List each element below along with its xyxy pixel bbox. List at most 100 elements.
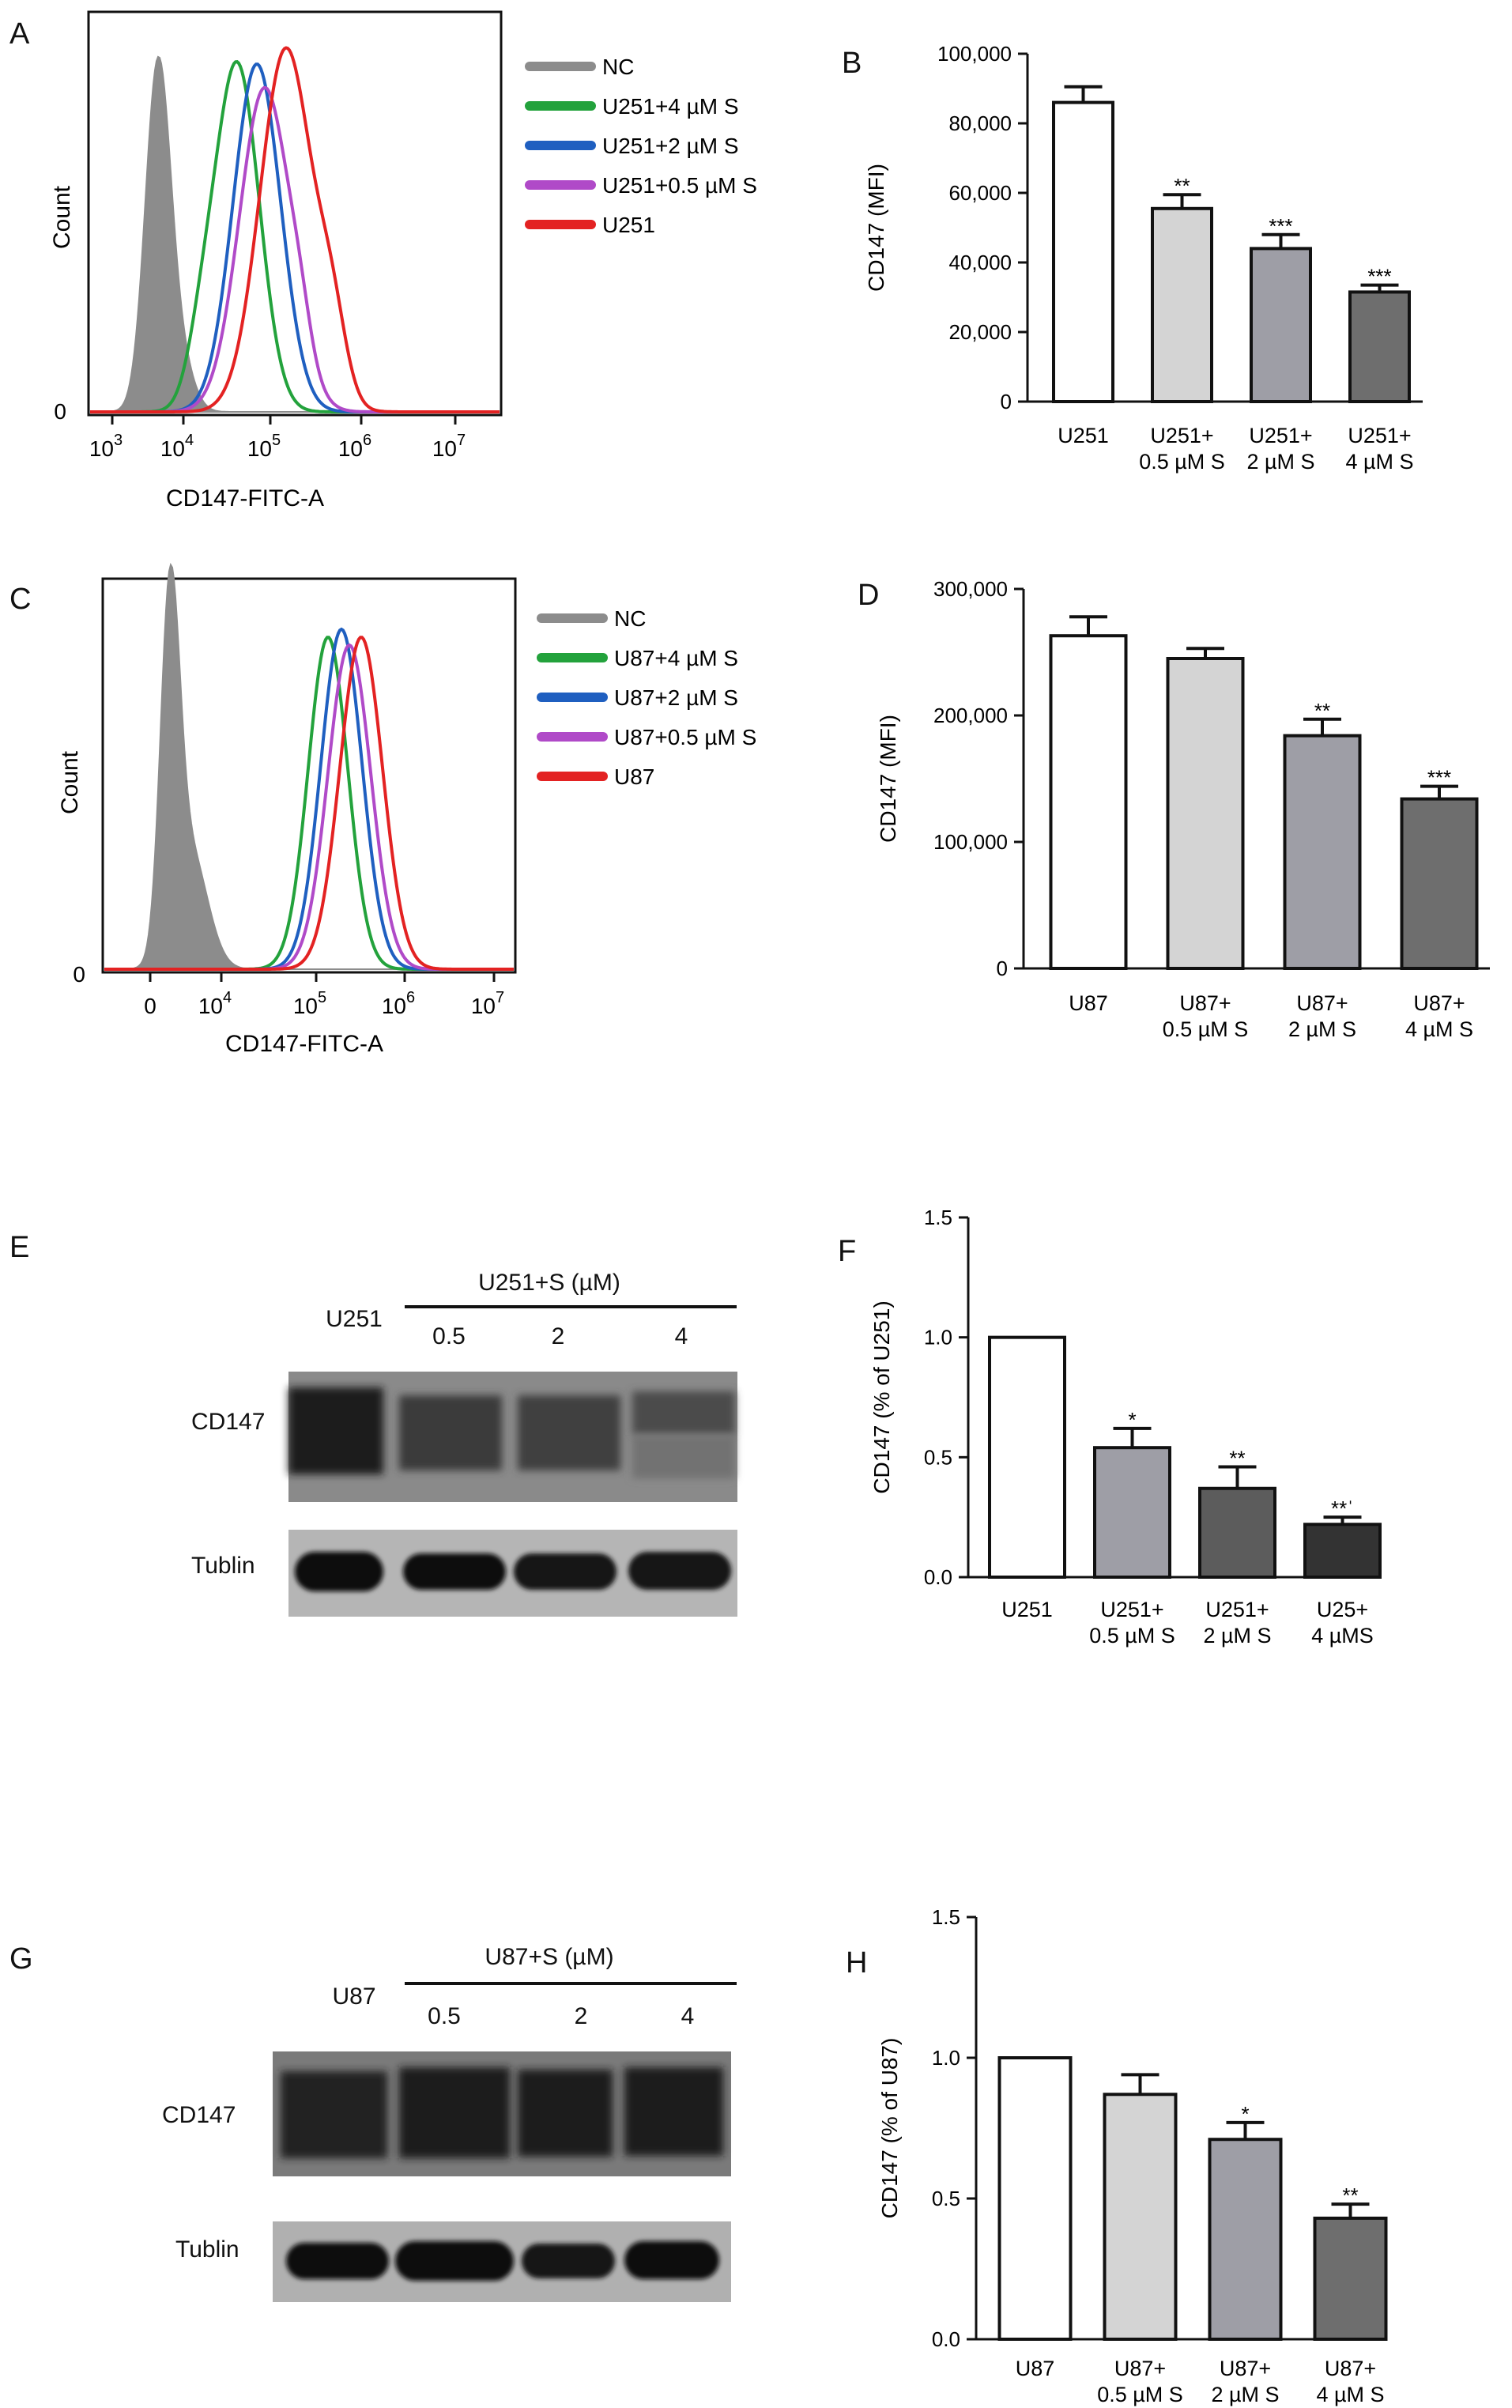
- category-label: U87+: [1413, 991, 1465, 1015]
- bar: [1283, 734, 1362, 970]
- category-label: 2 µM S: [1246, 450, 1314, 474]
- category-label: 2 µM S: [1211, 2383, 1279, 2406]
- legend-label: U87+2 µM S: [614, 685, 738, 710]
- category-label: U87+: [1296, 991, 1348, 1015]
- western-blot-e: U251 U251+S (µM) 0.5 2 4 CD147 Tublin: [191, 1270, 737, 1617]
- blot-g-treatment-label: U87+S (µM): [485, 1944, 613, 1970]
- y-tick-label: 1.0: [924, 1326, 952, 1349]
- histogram-frame: [101, 577, 517, 974]
- blot-g-control-label: U87: [332, 1983, 375, 2010]
- blot-e-row-tublin: Tublin: [191, 1553, 255, 1579]
- bar: [1250, 247, 1312, 403]
- category-label: 0.5 µM S: [1163, 1017, 1249, 1041]
- y-tick-label: 200,000: [933, 704, 1008, 727]
- bar: [1348, 290, 1411, 403]
- bar-chart-h: 0.0 0.5 1.0 1.5 CD147 (% of U87) U87 U87+ 0.5 µ…: [877, 1905, 1388, 2406]
- category-label: 4 µM S: [1405, 1017, 1473, 1041]
- category-label: U25+: [1317, 1598, 1368, 1621]
- blot-g-cd147-membrane: [273, 2051, 731, 2176]
- x-tick-label: 104: [160, 432, 194, 461]
- y-tick-label: 0.0: [924, 1565, 952, 1589]
- blot-e-cd147-membrane: [288, 1372, 737, 1502]
- histogram-c-ylabel: Count: [57, 750, 83, 814]
- y-axis-label: CD147 (% of U87): [877, 2038, 902, 2219]
- histogram-a-y0: 0: [54, 399, 66, 424]
- bar-chart-f: 0.0 0.5 1.0 1.5 CD147 (% of U251) U251 * U251+ 0…: [869, 1206, 1382, 1647]
- y-axis-label: CD147 (MFI): [864, 164, 888, 292]
- histogram-c-xlabel: CD147-FITC-A: [225, 1031, 383, 1057]
- bar: [1151, 206, 1213, 403]
- bar-chart-d: 0 100,000 200,000 300,000 CD147 (MFI) U87 U87+…: [876, 577, 1490, 1041]
- significance-label: **: [1174, 174, 1190, 198]
- legend-label: U251+2 µM S: [602, 134, 739, 158]
- significance-label: **: [1342, 2183, 1358, 2207]
- bar: [1103, 2093, 1178, 2342]
- histogram-c-legend: NC U87+4 µM S U87+2 µM S U87+0.5 µM S U87: [537, 606, 756, 789]
- category-label: 4 µM S: [1316, 2383, 1384, 2406]
- blot-e-dose-1: 0.5: [432, 1323, 466, 1349]
- blot-e-dose-3: 4: [675, 1323, 688, 1349]
- category-label: U251+: [1100, 1598, 1163, 1621]
- legend-label: U251: [602, 213, 655, 237]
- y-tick-label: 100,000: [937, 42, 1012, 66]
- panel-label-c: C: [9, 583, 31, 616]
- histogram-curve-nc: [90, 55, 500, 413]
- panel-label-e: E: [9, 1231, 29, 1264]
- legend-label: U87+4 µM S: [614, 646, 738, 670]
- panel-label-f: F: [838, 1235, 856, 1268]
- category-label: U87: [1016, 2357, 1055, 2380]
- histogram-a: Count 0 CD147-FITC-A 103 104 105 106 107 NC U…: [49, 10, 757, 511]
- bar: [1208, 2138, 1283, 2341]
- histogram-a-plot: [87, 10, 503, 417]
- significance-label: **: [1229, 1446, 1245, 1470]
- blot-g-row-cd147: CD147: [162, 2102, 236, 2128]
- panel-label-g: G: [9, 1942, 33, 1976]
- legend-label: U87+0.5 µM S: [614, 725, 756, 749]
- x-tick-label: 105: [247, 432, 281, 461]
- bar: [1093, 1446, 1171, 1579]
- legend-label: U87: [614, 764, 654, 789]
- x-tick-label: 106: [382, 989, 415, 1018]
- y-tick-label: 40,000: [948, 251, 1012, 274]
- histogram-c-plot: [101, 562, 517, 974]
- x-tick-label: 103: [89, 432, 123, 461]
- histogram-a-xticks: 103 104 105 106 107: [89, 415, 466, 461]
- x-tick-label: 106: [338, 432, 371, 461]
- panel-label-d: D: [858, 579, 879, 612]
- bar: [988, 1335, 1066, 1579]
- y-tick-label: 0.0: [932, 2327, 960, 2351]
- category-label: 4 µM S: [1345, 450, 1413, 474]
- y-tick-label: 20,000: [948, 320, 1012, 344]
- category-label: U251: [1001, 1598, 1053, 1621]
- blot-g-dose-3: 4: [681, 2003, 695, 2029]
- blot-g-dose-2: 2: [575, 2003, 588, 2029]
- y-tick-label: 1.5: [924, 1206, 952, 1229]
- y-tick-label: 0.5: [924, 1445, 952, 1469]
- category-label: U251+: [1205, 1598, 1269, 1621]
- panel-letters: A B C D E F G H: [9, 17, 879, 1980]
- western-blot-g: U87 U87+S (µM) 0.5 2 4 CD147 Tublin: [162, 1944, 737, 2302]
- legend-label: NC: [614, 606, 646, 631]
- bar: [1400, 797, 1479, 970]
- y-tick-label: 0.5: [932, 2187, 960, 2210]
- legend-label: U251+0.5 µM S: [602, 173, 757, 198]
- significance-label: ***: [1367, 265, 1391, 289]
- blot-e-row-cd147: CD147: [191, 1409, 265, 1435]
- y-axis-label: CD147 (% of U251): [869, 1300, 894, 1493]
- category-label: U87+: [1114, 2357, 1166, 2380]
- histogram-curve: [104, 636, 514, 971]
- category-label: U251+: [1150, 424, 1213, 447]
- y-axis-label: CD147 (MFI): [876, 715, 900, 843]
- category-label: U87+: [1220, 2357, 1271, 2380]
- bar: [1303, 1523, 1382, 1580]
- significance-label: **: [1314, 699, 1330, 723]
- blot-e-dose-2: 2: [552, 1323, 565, 1349]
- y-tick-label: 1.5: [932, 1905, 960, 1929]
- histogram-c-y0: 0: [73, 962, 85, 987]
- category-label: U87: [1069, 991, 1108, 1015]
- y-tick-label: 300,000: [933, 577, 1008, 601]
- x-tick-label: 107: [471, 989, 504, 1018]
- bar: [1166, 657, 1245, 970]
- bar: [1198, 1486, 1276, 1580]
- histogram-curve: [90, 46, 500, 413]
